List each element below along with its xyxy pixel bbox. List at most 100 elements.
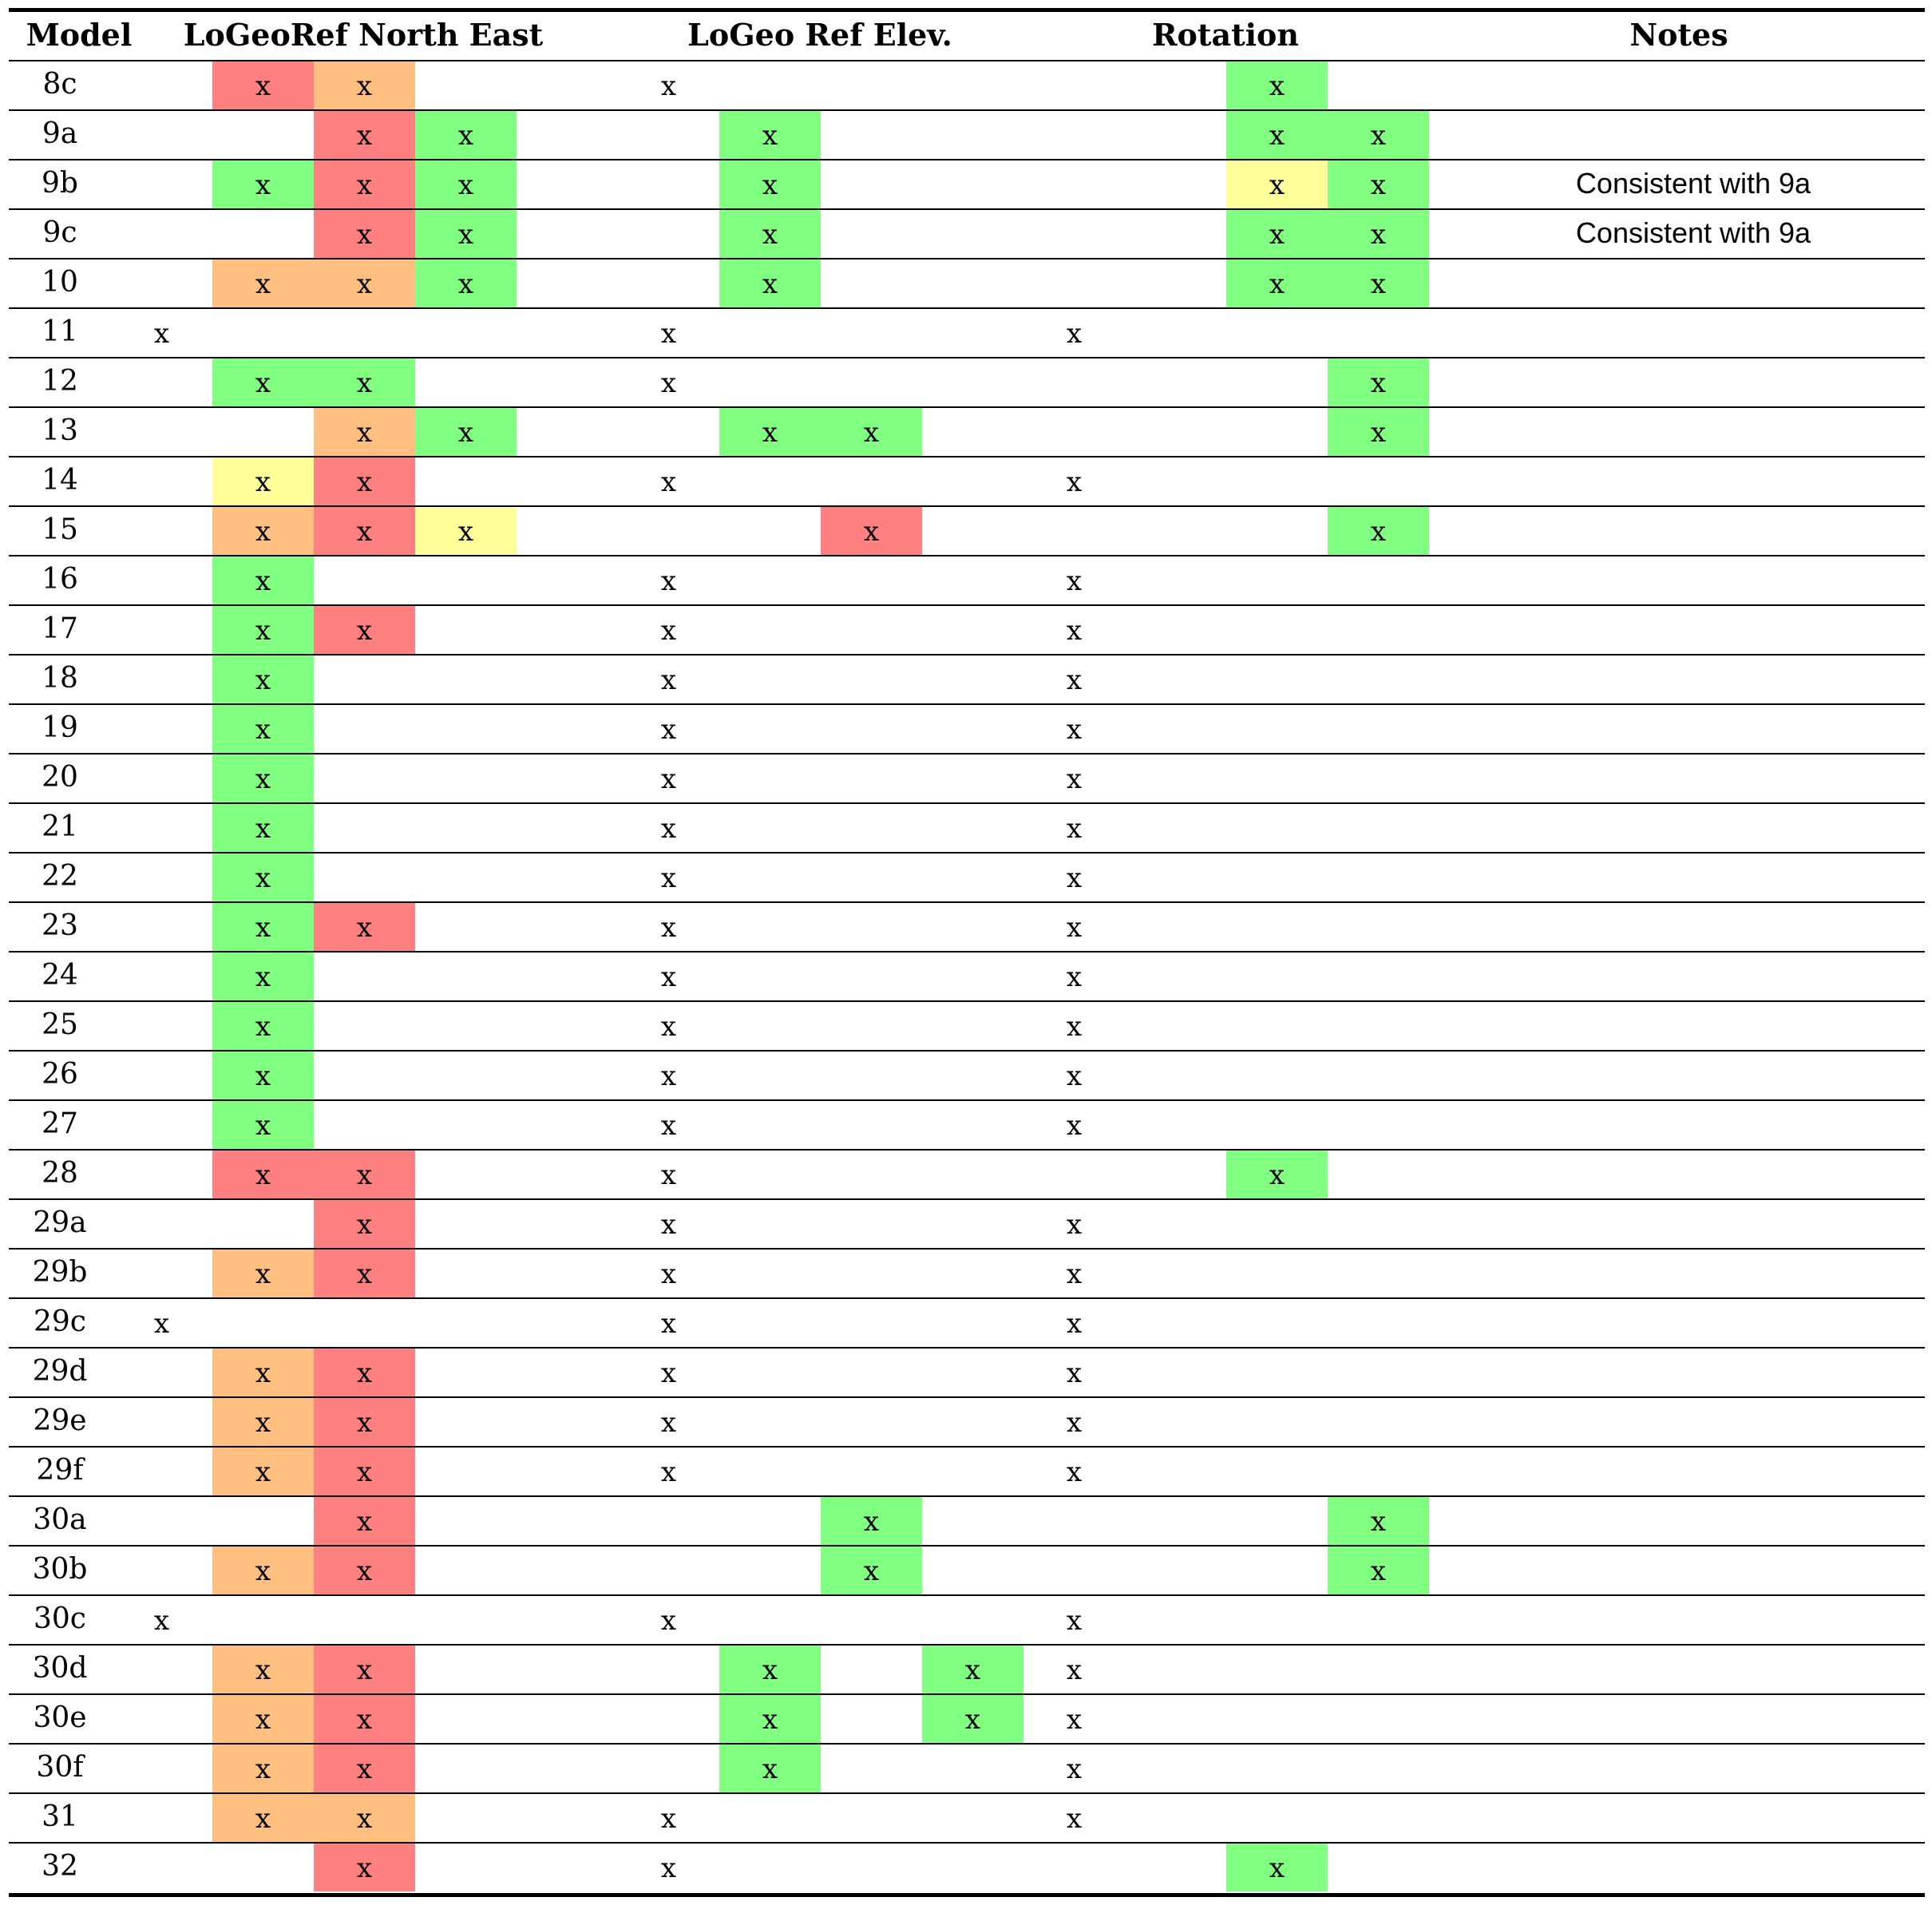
mark-cell: x: [212, 1349, 314, 1396]
model-cell: 16: [42, 563, 78, 596]
table-row: 10 x x x x x x: [9, 259, 1925, 309]
mark-cell: x: [212, 1250, 314, 1297]
header-model: Model: [26, 17, 133, 53]
table-row: 30f x x x x: [9, 1745, 1925, 1794]
mark-cell: x: [314, 1497, 415, 1545]
mark-cell: x: [1066, 565, 1083, 597]
mark-cell: x: [1066, 1753, 1083, 1785]
mark-cell: x: [314, 160, 415, 208]
comparison-table: Model LoGeoRef North East LoGeo Ref Elev…: [9, 8, 1925, 1897]
mark-cell: x: [415, 259, 517, 307]
model-cell: 28: [42, 1157, 78, 1190]
mark-cell: x: [1066, 1011, 1083, 1043]
table-row: 22 x x x: [9, 854, 1925, 903]
mark-cell: x: [212, 1745, 314, 1792]
table-row: 29f x x x x: [9, 1448, 1925, 1497]
table-row: 23 x x x x: [9, 903, 1925, 953]
model-cell: 9b: [42, 167, 78, 200]
mark-cell: x: [719, 1695, 821, 1743]
table-row: 32 x x x: [9, 1844, 1925, 1893]
mark-cell: x: [153, 318, 170, 350]
mark-cell: x: [212, 754, 314, 802]
mark-cell: x: [314, 111, 415, 159]
mark-cell: x: [1066, 912, 1083, 944]
model-cell: 29c: [34, 1305, 86, 1338]
table-row: 16 x x x: [9, 556, 1925, 606]
model-cell: 9c: [42, 216, 77, 249]
table-row: 30e x x x x x: [9, 1695, 1925, 1745]
mark-cell: x: [660, 615, 677, 647]
mark-cell: x: [212, 457, 314, 505]
mark-cell: x: [1066, 1110, 1083, 1142]
mark-cell: x: [660, 1209, 677, 1241]
mark-cell: x: [415, 408, 517, 456]
mark-cell: x: [212, 1052, 314, 1099]
mark-cell: x: [1066, 1803, 1083, 1835]
mark-cell: x: [660, 813, 677, 845]
mark-cell: x: [314, 61, 415, 109]
table-row: 13 x x x x x: [9, 408, 1925, 457]
model-cell: 17: [42, 612, 78, 645]
model-cell: 18: [42, 662, 78, 695]
table-row: 8c x x x x: [9, 61, 1925, 111]
mark-cell: x: [660, 912, 677, 944]
mark-cell: x: [660, 1803, 677, 1835]
mark-cell: x: [212, 655, 314, 703]
mark-cell: x: [212, 507, 314, 555]
mark-cell: x: [314, 1695, 415, 1743]
mark-cell: x: [660, 318, 677, 350]
model-cell: 32: [42, 1850, 78, 1883]
model-cell: 23: [42, 909, 78, 942]
mark-cell: x: [660, 1159, 677, 1191]
mark-cell: x: [314, 1448, 415, 1495]
mark-cell: x: [821, 507, 922, 555]
mark-cell: x: [212, 1646, 314, 1693]
mark-cell: x: [1066, 664, 1083, 696]
mark-cell: x: [153, 1308, 170, 1340]
model-cell: 29f: [36, 1454, 84, 1487]
mark-cell: x: [660, 1011, 677, 1043]
table-row: 20 x x x: [9, 754, 1925, 804]
model-cell: 27: [42, 1107, 78, 1140]
mark-cell: x: [1066, 318, 1083, 350]
mark-cell: x: [922, 1695, 1023, 1743]
mark-cell: x: [314, 903, 415, 951]
mark-cell: x: [1066, 1258, 1083, 1290]
mark-cell: x: [1066, 1605, 1083, 1637]
table-row: 27 x x x: [9, 1101, 1925, 1151]
mark-cell: x: [314, 1844, 415, 1891]
mark-cell: x: [415, 111, 517, 159]
model-cell: 25: [42, 1008, 78, 1041]
mark-cell: x: [660, 1258, 677, 1290]
mark-cell: x: [719, 259, 821, 307]
mark-cell: x: [314, 1794, 415, 1842]
table-row: 30b x x x x: [9, 1547, 1925, 1596]
mark-cell: x: [212, 1448, 314, 1495]
mark-cell: x: [1328, 358, 1429, 406]
mark-cell: x: [660, 1357, 677, 1389]
mark-cell: x: [1066, 862, 1083, 894]
table-row: 11 x x x: [9, 309, 1925, 358]
mark-cell: x: [1226, 259, 1328, 307]
mark-cell: x: [1066, 961, 1083, 993]
model-cell: 30e: [33, 1701, 87, 1734]
mark-cell: x: [314, 457, 415, 505]
table-row: 12 x x x x: [9, 358, 1925, 408]
model-cell: 9a: [42, 117, 78, 150]
mark-cell: x: [212, 1794, 314, 1842]
table-row: 30a x x x: [9, 1497, 1925, 1547]
mark-cell: x: [212, 953, 314, 1000]
mark-cell: x: [212, 556, 314, 604]
mark-cell: x: [415, 210, 517, 258]
mark-cell: x: [314, 1646, 415, 1693]
mark-cell: x: [821, 1547, 922, 1594]
table-row: 14 x x x x: [9, 457, 1925, 507]
mark-cell: x: [1328, 160, 1429, 208]
mark-cell: x: [660, 466, 677, 498]
mark-cell: x: [1226, 61, 1328, 109]
mark-cell: x: [314, 1349, 415, 1396]
model-cell: 30c: [34, 1602, 86, 1635]
header-rotation: Rotation: [1151, 17, 1300, 53]
mark-cell: x: [1328, 1547, 1429, 1594]
table-row: 19 x x x: [9, 705, 1925, 754]
